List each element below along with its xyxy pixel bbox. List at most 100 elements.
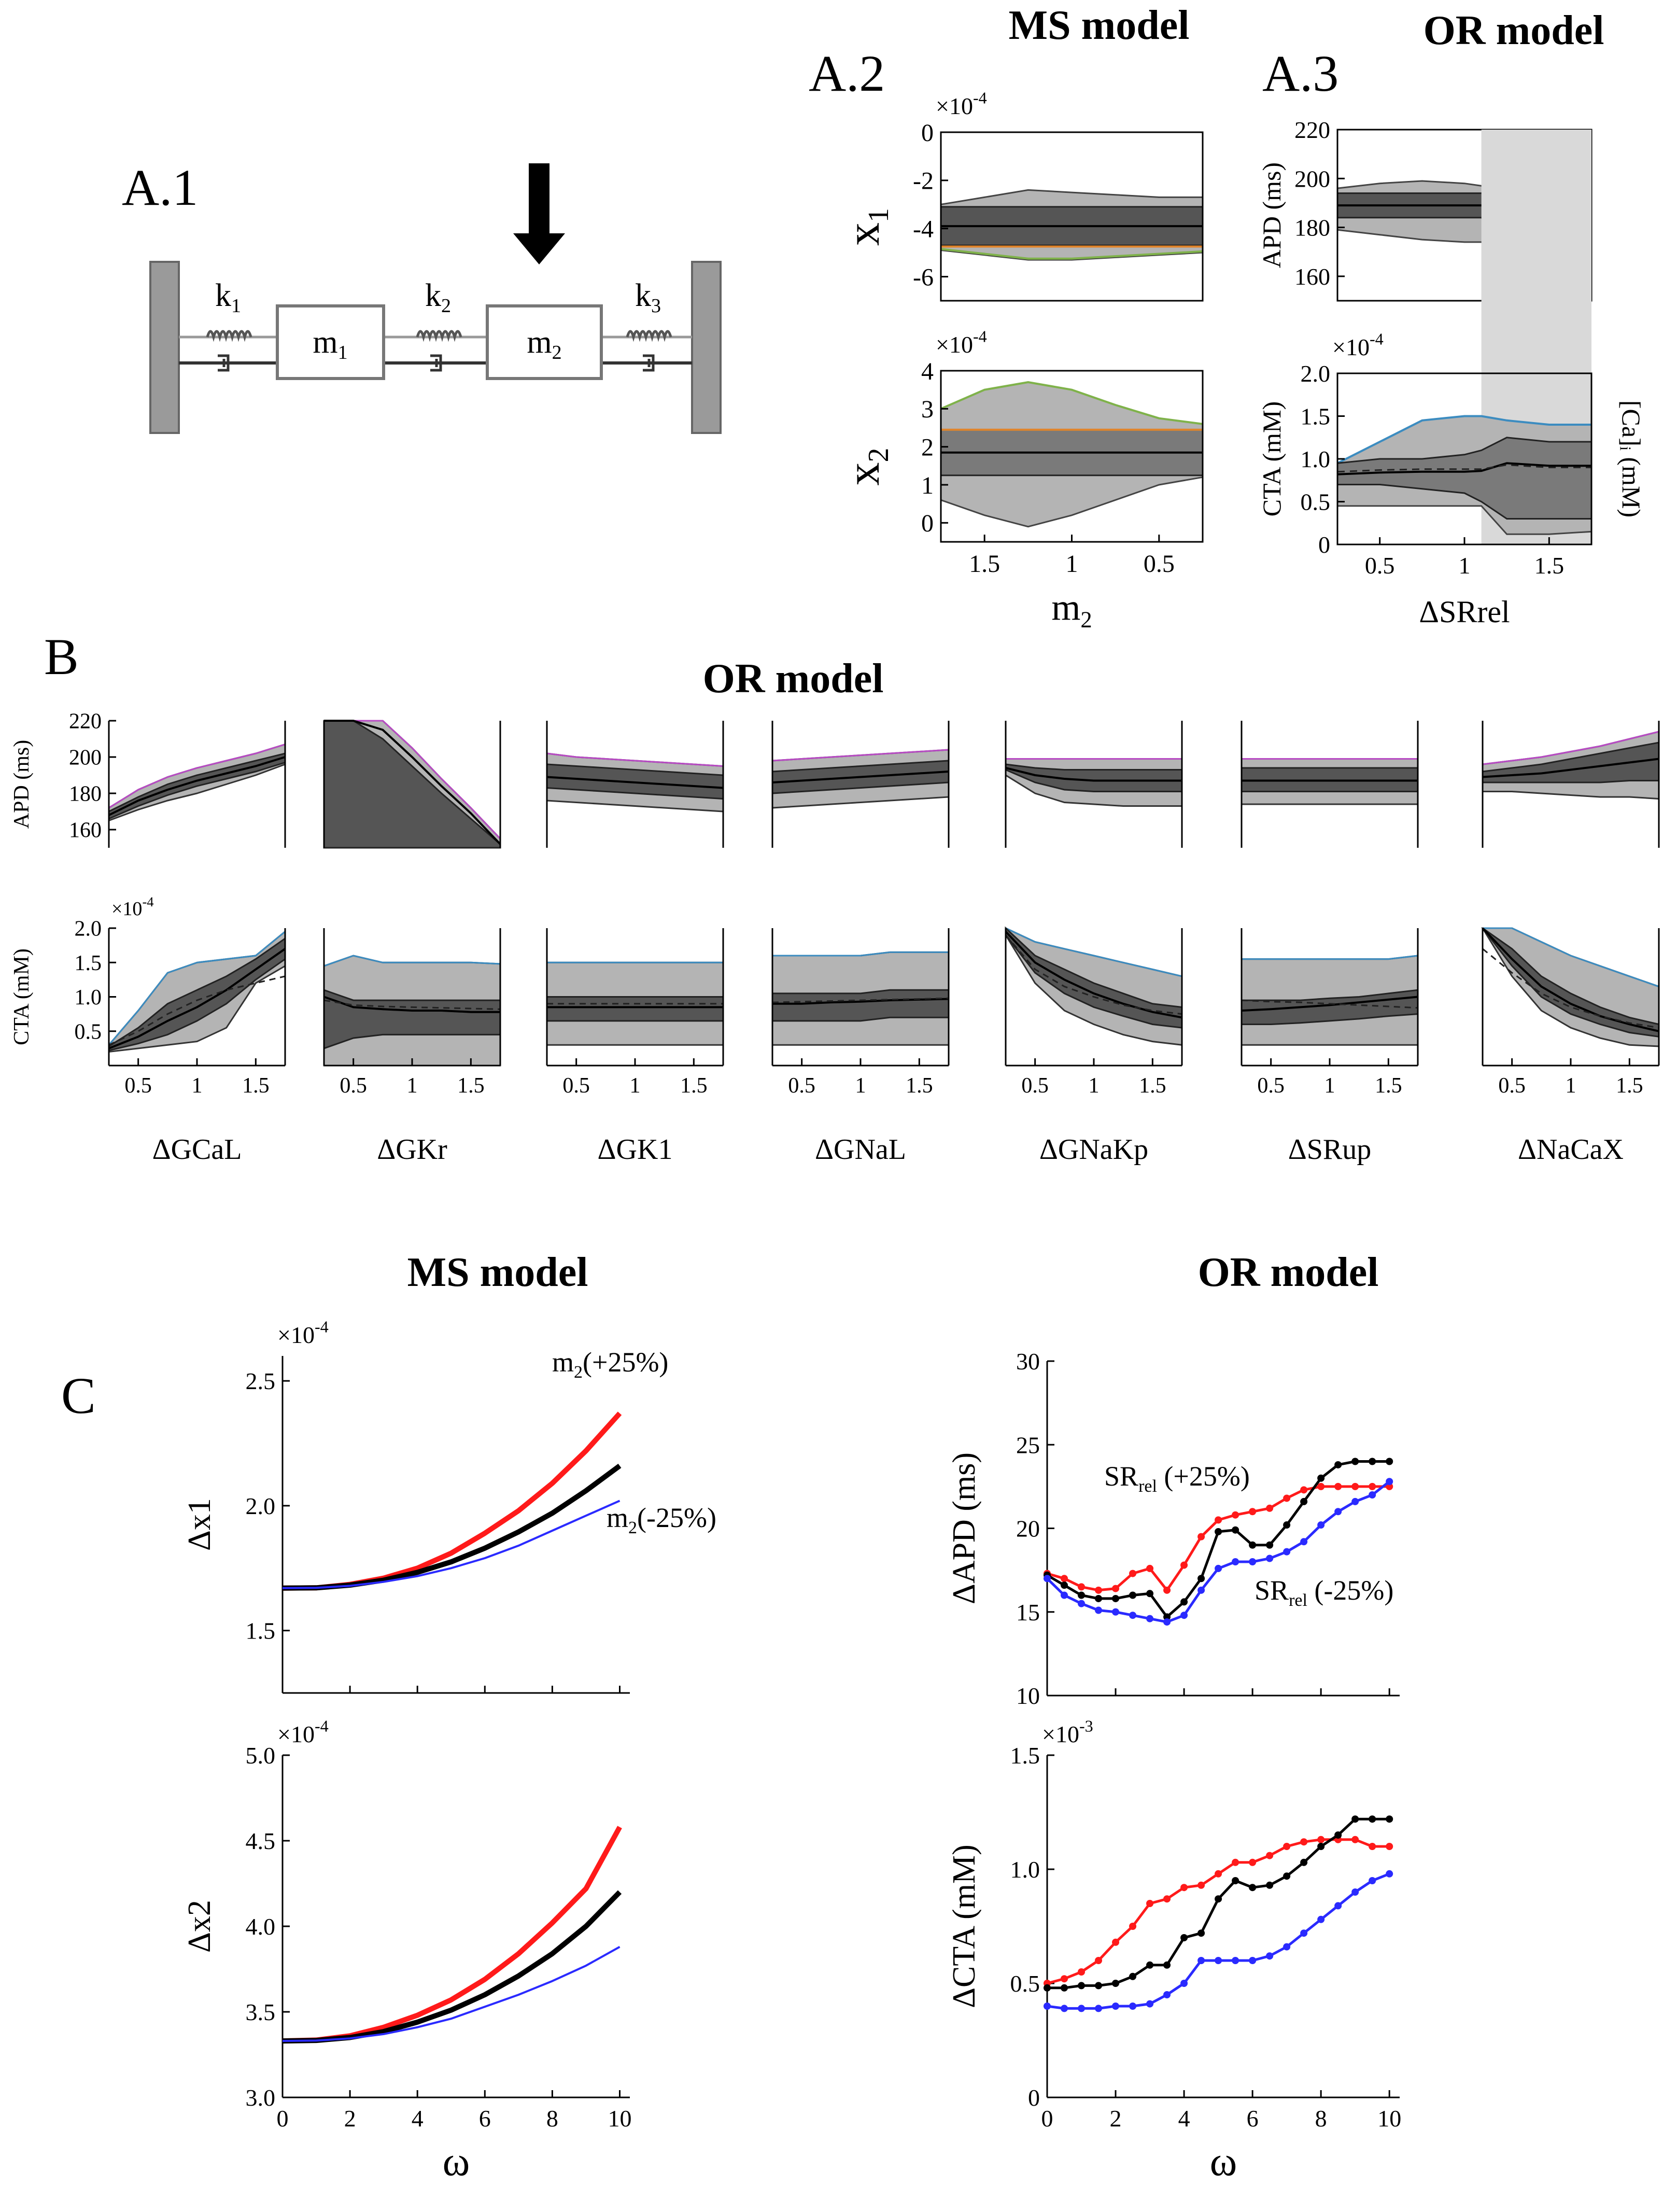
- c_or_cta-point-SRrel(-25%): [1197, 1957, 1205, 1964]
- b-panel-1-cta-ytick-label: 1.0: [75, 986, 102, 1010]
- a3-cta-xtick-label: 1: [1459, 552, 1471, 579]
- c_or_cta-point-SRrel(-25%): [1334, 1902, 1342, 1910]
- b-panel-7-cta-median-line: [1482, 927, 1659, 1032]
- b-apd-ylabel: APD (ms): [10, 740, 34, 829]
- b-panel-6-cta-cyan-edge: [1242, 955, 1418, 960]
- b-panel-2-cta-dashed-line: [323, 999, 501, 1010]
- c_ms_x2-xtick-label: 8: [546, 2105, 558, 2132]
- damper-3: [643, 354, 655, 372]
- c_or_apd-point-SRrel(-25%): [1061, 1591, 1068, 1599]
- c_or_cta-point-SRrel(-25%): [1232, 1957, 1239, 1964]
- a3-apd-ytick-label: 180: [1294, 215, 1330, 241]
- spring-k1: [206, 330, 252, 342]
- c_or_cta-point-baseline: [1180, 1934, 1188, 1941]
- b-panel-4-cta-dashed-line: [772, 997, 949, 1003]
- b-panel-5-cta-xtick-label: 1.5: [1139, 1074, 1166, 1098]
- a2-x1-ylabel: x1: [838, 208, 895, 246]
- b-panel-4-cta-xtick-label: 0.5: [788, 1074, 815, 1098]
- c_or_apd-point-SRrel(-25%): [1249, 1558, 1257, 1565]
- a3-cta-ylabel: CTA (mM): [1257, 401, 1286, 516]
- c_or_apd-point-SRrel(-25%): [1215, 1564, 1222, 1572]
- c_or_cta-point-SRrel(-25%): [1112, 2003, 1120, 2010]
- b-panel-1-cta-cyan-edge: [108, 931, 286, 1046]
- c_or_cta-point-SRrel(+25%): [1369, 1843, 1376, 1850]
- c_or_cta-point-SRrel(-25%): [1283, 1943, 1291, 1951]
- left-wall: [149, 261, 180, 434]
- b-panel-1-cta-xtick-label: 0.5: [124, 1074, 152, 1098]
- a3-cta-median-line: [1337, 462, 1591, 475]
- a3-cta-xlabel: ΔSRrel: [1419, 595, 1510, 629]
- c_or_apd-point-SRrel(+25%): [1112, 1585, 1120, 1592]
- c_or_apd-point-SRrel(-25%): [1317, 1521, 1325, 1529]
- a2-x2-ytick-label: 1: [921, 472, 934, 499]
- b-panel-5-cta-xtick-label: 0.5: [1021, 1074, 1049, 1098]
- c_or_cta-point-SRrel(-25%): [1249, 1957, 1257, 1964]
- c_or_apd-ytick-label: 15: [1016, 1599, 1040, 1626]
- c_or_cta-ytick-label: 1.0: [1010, 1856, 1040, 1883]
- a2-x1-exponent: ×10-4: [936, 88, 987, 119]
- a3-cta-xtick-label: 0.5: [1365, 552, 1395, 579]
- c_or_apd-point-SRrel(-25%): [1300, 1538, 1308, 1546]
- a2-x2-exponent: ×10-4: [936, 327, 987, 358]
- b-panel-1-xlabel: ΔGCaL: [152, 1133, 242, 1166]
- b-panel-4-cta-cyan-edge: [772, 951, 949, 957]
- a2-x2-ytick-label: 3: [921, 396, 934, 423]
- c_or_cta-point-baseline: [1334, 1831, 1342, 1839]
- damper-2: [430, 354, 442, 372]
- c_or_apd-point-SRrel(-25%): [1146, 1615, 1154, 1622]
- panel-label-a2: A.2: [809, 45, 885, 102]
- c_or_apd-point-baseline: [1249, 1541, 1257, 1549]
- a2-x1-axes-frame: [940, 131, 1204, 302]
- a3-apd-ytick-label: 160: [1294, 263, 1330, 290]
- c_or_apd-point-SRrel(+25%): [1180, 1561, 1188, 1569]
- c_or_cta-point-SRrel(-25%): [1095, 2005, 1103, 2012]
- a2-x1-ytick-label: -4: [913, 216, 934, 243]
- c_or_cta-point-SRrel(+25%): [1095, 1957, 1103, 1964]
- c_or_apd-point-SRrel(-25%): [1078, 1600, 1086, 1607]
- c_or_cta-xtick-label: 4: [1178, 2105, 1190, 2132]
- b-cta-exponent: ×10-4: [111, 894, 154, 920]
- panel-label-c: C: [61, 1367, 96, 1424]
- c_or_cta-point-SRrel(+25%): [1351, 1836, 1359, 1843]
- chart-a2-x1: 0 -2 -4 -6 ×10-4 x1: [838, 88, 1204, 302]
- c_or_apd-point-SRrel(-25%): [1180, 1612, 1188, 1619]
- c_or_cta-point-baseline: [1369, 1815, 1376, 1823]
- spring-k2: [416, 330, 462, 342]
- title-b-or-model: OR model: [703, 656, 884, 702]
- b-panel-1-cta-dashed-line: [108, 975, 286, 1046]
- a3-cta-ytick-label: 2.0: [1301, 360, 1331, 387]
- c_or_apd-point-baseline: [1095, 1594, 1103, 1602]
- a3-cta-ylabel-right: [Ca]ᵢ (mM): [1617, 400, 1646, 517]
- c_or_apd-point-SRrel(-25%): [1283, 1548, 1291, 1556]
- panel-label-a3: A.3: [1262, 45, 1338, 102]
- b-panel-4-cta-inner-band: [771, 989, 950, 1022]
- c_ms_x2-ylabel: Δx2: [182, 1900, 217, 1953]
- a2-x1-ytick-label: -6: [913, 263, 934, 291]
- a3-cta-ytick-label: 1.5: [1301, 403, 1331, 430]
- panel-label-b: B: [44, 628, 79, 685]
- a3-apd-ytick-label: 220: [1294, 117, 1330, 143]
- c_or_apd-point-SRrel(+25%): [1129, 1570, 1137, 1577]
- b-panel-6-cta-xtick-label: 1: [1324, 1074, 1335, 1098]
- c_or_apd-point-SRrel(+25%): [1300, 1486, 1308, 1494]
- b-panel-1-cta-xtick-label: 1: [192, 1074, 203, 1098]
- mass-m1: [276, 304, 385, 380]
- c_ms_x2-ytick-label: 4.5: [246, 1828, 276, 1854]
- b-panel-6-cta-xtick-label: 1.5: [1375, 1074, 1402, 1098]
- c_ms_x2-ytick-label: 5.0: [246, 1742, 276, 1769]
- b-panel-1-apd-ytick-label: 200: [69, 746, 102, 770]
- c_or_cta-ylabel: ΔCTA (mM): [947, 1844, 982, 2008]
- c_or_cta-point-baseline: [1163, 1961, 1171, 1969]
- a3-cta-ytick-label: 1.0: [1301, 446, 1331, 472]
- c_or_apd-point-baseline: [1197, 1575, 1205, 1583]
- b-panel-1-apd-median-line: [108, 756, 286, 816]
- a2-x2-ytick-label: 4: [921, 358, 934, 385]
- c_or_cta-point-SRrel(-25%): [1180, 1980, 1188, 1987]
- c_or_cta-point-baseline: [1197, 1929, 1205, 1937]
- spring-k1-label: k1: [215, 278, 241, 317]
- b-panel-2-apd-inner-band: [323, 720, 501, 849]
- c_or_apd-point-SRrel(+25%): [1146, 1564, 1154, 1572]
- c_or_cta-xtick-label: 10: [1377, 2105, 1401, 2132]
- b-panel-4-apd-magenta-edge: [772, 749, 949, 762]
